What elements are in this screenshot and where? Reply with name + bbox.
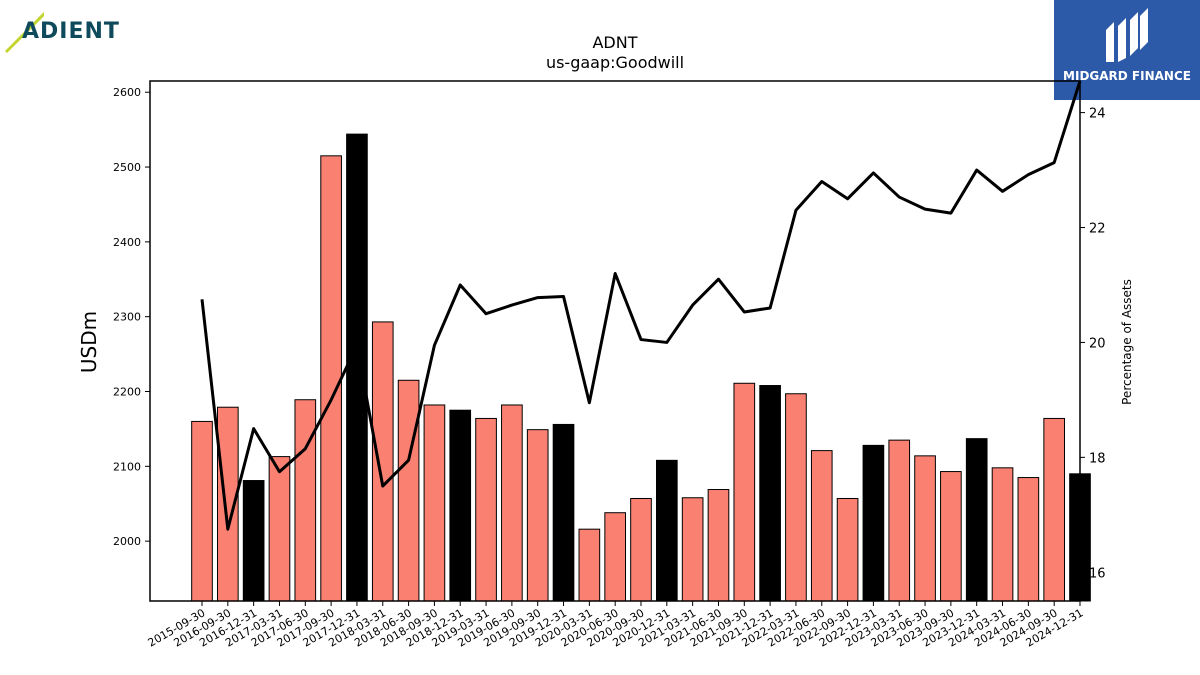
- bar-2021-06-30: [707, 489, 730, 602]
- bar-2020-06-30: [604, 512, 627, 602]
- y-tick-label: 2100: [113, 460, 141, 473]
- axes-group: 2000210022002300240025002600161820222420…: [113, 80, 1106, 650]
- bar-2024-03-31: [991, 467, 1014, 602]
- bar-2021-12-31: [759, 385, 781, 602]
- bar-2024-09-30: [1043, 417, 1066, 602]
- percentage-line: [200, 80, 1082, 531]
- y2-tick-label: 22: [1089, 222, 1106, 237]
- bar-2017-06-30: [294, 399, 317, 602]
- y-axis-label: USDm: [77, 311, 101, 373]
- bar-2018-03-31: [371, 321, 394, 602]
- midgard-emblem-icon: [1106, 8, 1148, 62]
- y2-tick-label: 16: [1089, 566, 1106, 581]
- bar-2019-06-30: [501, 404, 523, 602]
- y2-tick-label: 18: [1089, 451, 1106, 466]
- bar-2021-03-31: [681, 497, 704, 602]
- bar-2020-12-31: [655, 459, 678, 602]
- bar-2023-12-31: [965, 438, 988, 602]
- adient-slash-icon: [4, 11, 44, 54]
- bar-2019-03-31: [475, 417, 497, 602]
- y-tick-label: 2400: [113, 236, 141, 249]
- midgard-logo-text: MIDGARD FINANCE: [1063, 69, 1191, 83]
- bar-2015-09-30: [191, 420, 213, 602]
- bars-group: [191, 133, 1091, 602]
- y2-axis-label: Percentage of Assets: [1120, 279, 1134, 405]
- y-tick-label: 2200: [113, 386, 141, 399]
- bar-2022-03-31: [785, 393, 807, 602]
- chart-title: ADNT: [592, 33, 637, 52]
- bar-2022-12-31: [862, 444, 885, 602]
- bar-2020-03-31: [578, 528, 601, 602]
- bar-2018-12-31: [449, 409, 472, 602]
- y-tick-label: 2600: [113, 86, 141, 99]
- bar-2017-09-30: [320, 155, 342, 602]
- bar-2018-09-30: [423, 404, 446, 602]
- bar-2017-12-31: [346, 133, 368, 602]
- y2-tick-label: 24: [1089, 107, 1106, 122]
- bar-2023-06-30: [914, 455, 936, 602]
- bar-2023-09-30: [940, 471, 962, 602]
- y-tick-label: 2500: [113, 161, 141, 174]
- bar-2017-03-31: [268, 456, 291, 602]
- bar-2019-09-30: [526, 429, 549, 602]
- bar-2021-09-30: [733, 382, 756, 602]
- y-tick-label: 2000: [113, 535, 141, 548]
- y-tick-label: 2300: [113, 311, 141, 324]
- bar-2022-06-30: [810, 450, 833, 602]
- adient-logo: ADIENT: [4, 4, 144, 56]
- adient-logo-text: ADIENT: [22, 19, 120, 44]
- chart-subtitle: us-gaap:Goodwill: [546, 53, 684, 72]
- bar-2022-09-30: [836, 497, 859, 602]
- bar-2024-06-30: [1017, 477, 1040, 602]
- bar-2018-06-30: [397, 379, 420, 602]
- y2-tick-label: 20: [1089, 336, 1106, 351]
- bar-2023-03-31: [888, 439, 911, 602]
- bar-2019-12-31: [552, 423, 575, 602]
- bar-2020-09-30: [630, 497, 652, 602]
- bar-2016-12-31: [242, 480, 265, 602]
